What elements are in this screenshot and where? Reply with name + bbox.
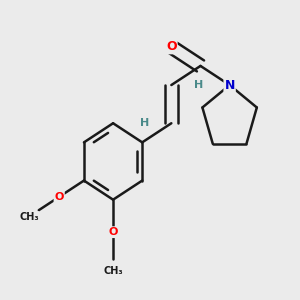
Text: H: H (140, 118, 149, 128)
Text: CH₃: CH₃ (19, 212, 39, 222)
Text: CH₃: CH₃ (103, 266, 123, 276)
Text: O: O (55, 192, 64, 202)
Text: O: O (166, 40, 177, 53)
Text: O: O (108, 227, 118, 237)
Text: N: N (224, 79, 235, 92)
Text: H: H (194, 80, 203, 90)
